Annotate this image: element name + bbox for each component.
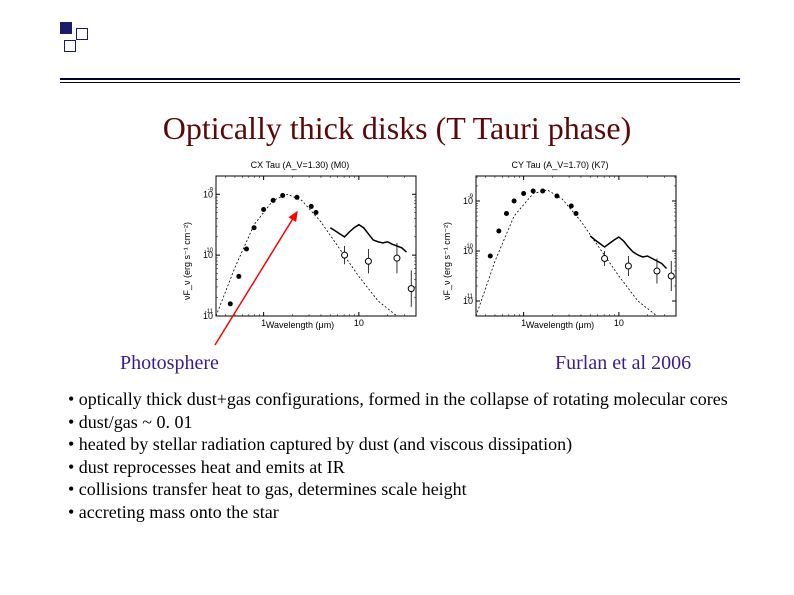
bullet-line: • dust reprocesses heat and emits at IR — [68, 456, 748, 479]
chart-svg: 10-1110-1010-9110 — [180, 172, 420, 334]
charts-row: CX Tau (A_V=1.30) (M0) νF_ν (erg s⁻¹ cm⁻… — [180, 160, 680, 335]
chart-svg: 10-1110-1010-9110 — [440, 172, 680, 334]
svg-text:-11: -11 — [465, 294, 474, 300]
bullet-line: • accreting mass onto the star — [68, 501, 748, 524]
header-rule-thin — [60, 82, 740, 83]
reference-label: Furlan et al 2006 — [555, 352, 691, 375]
header-rule-thick — [60, 78, 740, 80]
svg-text:-9: -9 — [468, 194, 474, 200]
photosphere-label: Photosphere — [120, 352, 219, 375]
bullet-list: • optically thick dust+gas configuration… — [68, 388, 748, 523]
deco-square — [76, 28, 88, 40]
deco-square — [64, 40, 76, 52]
svg-text:-10: -10 — [204, 248, 213, 254]
svg-text:-9: -9 — [208, 187, 214, 193]
svg-text:-11: -11 — [205, 309, 214, 315]
svg-text:-10: -10 — [464, 244, 473, 250]
bullet-line: • dust/gas ~ 0. 01 — [68, 411, 748, 434]
chart-title: CX Tau (A_V=1.30) (M0) — [180, 160, 420, 170]
deco-square — [60, 22, 72, 34]
slide-title: Optically thick disks (T Tauri phase) — [0, 110, 794, 147]
chart-cy-tau: CY Tau (A_V=1.70) (K7) νF_ν (erg s⁻¹ cm⁻… — [440, 160, 680, 335]
bullet-line: • heated by stellar radiation captured b… — [68, 433, 748, 456]
x-axis-label: Wavelength (μm) — [180, 320, 420, 330]
bullet-line: • optically thick dust+gas configuration… — [68, 388, 748, 411]
bullet-line: • collisions transfer heat to gas, deter… — [68, 478, 748, 501]
chart-cx-tau: CX Tau (A_V=1.30) (M0) νF_ν (erg s⁻¹ cm⁻… — [180, 160, 420, 335]
x-axis-label: Wavelength (μm) — [440, 320, 680, 330]
chart-title: CY Tau (A_V=1.70) (K7) — [440, 160, 680, 170]
